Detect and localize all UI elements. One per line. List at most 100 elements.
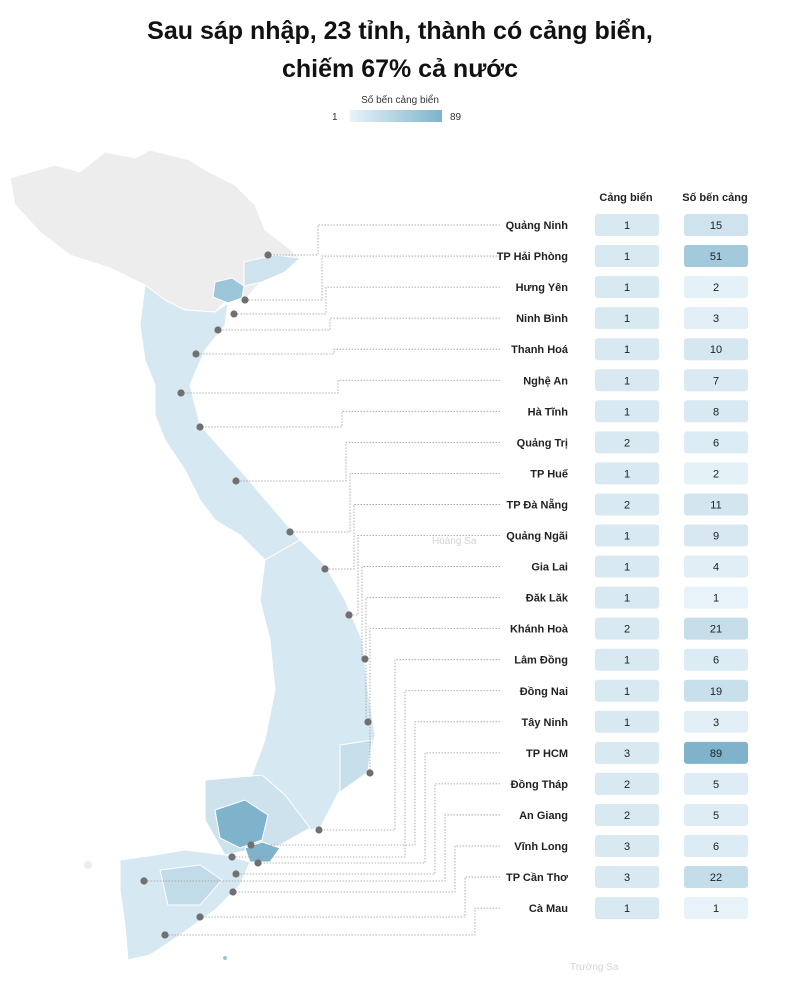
berths-value: 3 xyxy=(713,717,719,729)
map-region-khanh-hoa xyxy=(339,739,373,793)
province-label: Quảng Trị xyxy=(517,437,568,449)
berths-cell xyxy=(684,493,748,516)
legend-max-label: 89 xyxy=(450,112,462,123)
berths-cell xyxy=(684,897,748,920)
province-label: Khánh Hoà xyxy=(510,624,569,636)
leader-line xyxy=(319,659,500,831)
ports-value: 1 xyxy=(624,903,630,915)
table-row: Vĩnh Long 3 6 xyxy=(514,835,748,857)
table-row: Khánh Hoà 2 21 xyxy=(510,617,748,640)
province-label: Hưng Yên xyxy=(516,282,569,294)
port-marker xyxy=(140,877,148,885)
berths-cell xyxy=(684,524,748,547)
ports-cell xyxy=(595,276,659,299)
leader-line xyxy=(361,566,500,660)
berths-value: 2 xyxy=(713,282,719,294)
port-marker xyxy=(361,655,369,663)
province-label: Đăk Lăk xyxy=(526,593,569,605)
map-region-north-central xyxy=(139,284,301,561)
province-label: Lâm Đồng xyxy=(514,655,568,667)
ports-value: 1 xyxy=(624,686,630,698)
ports-value: 2 xyxy=(624,810,630,822)
ports-value: 3 xyxy=(624,841,630,853)
province-label: TP Đà Nẵng xyxy=(506,498,568,511)
port-marker xyxy=(315,826,323,834)
ports-cell xyxy=(595,555,659,578)
berths-cell xyxy=(684,555,748,578)
ports-cell xyxy=(595,431,659,454)
port-marker xyxy=(286,528,294,536)
ports-value: 1 xyxy=(624,717,630,729)
province-label: Tây Ninh xyxy=(522,717,569,729)
ports-cell xyxy=(595,741,659,764)
berths-value: 89 xyxy=(710,748,722,760)
berths-cell xyxy=(684,245,748,268)
ports-cell xyxy=(595,586,659,609)
berths-value: 51 xyxy=(710,251,722,263)
berths-cell xyxy=(684,214,748,236)
berths-cell xyxy=(684,803,748,826)
ports-cell xyxy=(595,338,659,361)
berths-value: 6 xyxy=(713,841,719,853)
berths-cell xyxy=(684,431,748,454)
province-label: Vĩnh Long xyxy=(514,841,568,853)
berths-value: 10 xyxy=(710,344,722,356)
table-row: Quảng Ngãi 1 9 xyxy=(506,524,748,547)
province-label: Quảng Ninh xyxy=(506,220,569,232)
berths-value: 5 xyxy=(713,810,719,822)
leader-line xyxy=(200,410,500,428)
leader-line xyxy=(369,628,500,773)
berths-value: 2 xyxy=(713,468,719,480)
berths-value: 11 xyxy=(710,499,721,511)
berths-value: 1 xyxy=(713,593,719,605)
table-row: Thanh Hoá 1 10 xyxy=(511,338,748,361)
ports-cell xyxy=(595,710,659,733)
ports-value: 2 xyxy=(624,779,630,791)
ports-value: 1 xyxy=(624,220,630,232)
ports-cell xyxy=(595,772,659,795)
port-markers xyxy=(140,251,374,939)
chart-title: Sau sáp nhập, 23 tỉnh, thành có cảng biể… xyxy=(0,12,800,88)
berths-value: 22 xyxy=(710,872,722,884)
berths-cell xyxy=(684,648,748,671)
berths-cell xyxy=(684,866,748,889)
berths-value: 4 xyxy=(713,562,719,574)
table-row: TP Hải Phòng 1 51 xyxy=(497,245,748,268)
table-row: TP HCM 3 89 xyxy=(526,741,748,764)
ports-value: 3 xyxy=(624,872,630,884)
port-marker xyxy=(232,477,240,485)
map-region-quang-ninh xyxy=(243,254,302,287)
ports-value: 1 xyxy=(624,344,630,356)
berths-cell xyxy=(684,338,748,361)
chart-title-line-2: chiếm 67% cả nước xyxy=(282,55,518,83)
ports-cell xyxy=(595,648,659,671)
ports-cell xyxy=(595,369,659,392)
province-label: Đồng Tháp xyxy=(511,779,569,791)
port-marker xyxy=(229,888,237,896)
spratly-islands-label: Trường Sa xyxy=(570,962,619,973)
berths-value: 5 xyxy=(713,779,719,791)
province-label: Hà Tĩnh xyxy=(528,406,569,418)
berths-cell xyxy=(684,617,748,640)
port-marker xyxy=(214,326,222,334)
map-region-north-highlands xyxy=(9,149,301,313)
ports-cell xyxy=(595,493,659,516)
port-marker xyxy=(366,769,374,777)
berths-value: 6 xyxy=(713,437,719,449)
berths-value: 6 xyxy=(713,655,719,667)
ports-value: 1 xyxy=(624,531,630,543)
leader-line xyxy=(251,721,500,846)
berths-value: 8 xyxy=(713,406,719,418)
ports-value: 2 xyxy=(624,499,630,511)
table-row: Gia Lai 1 4 xyxy=(531,555,748,578)
port-marker xyxy=(196,913,204,921)
ports-cell xyxy=(595,307,659,330)
province-label: TP HCM xyxy=(526,748,568,760)
ports-value: 1 xyxy=(624,251,630,263)
ports-value: 1 xyxy=(624,468,630,480)
legend-min-label: 1 xyxy=(332,112,338,123)
ports-cell xyxy=(595,866,659,889)
province-label: TP Huế xyxy=(530,468,569,480)
